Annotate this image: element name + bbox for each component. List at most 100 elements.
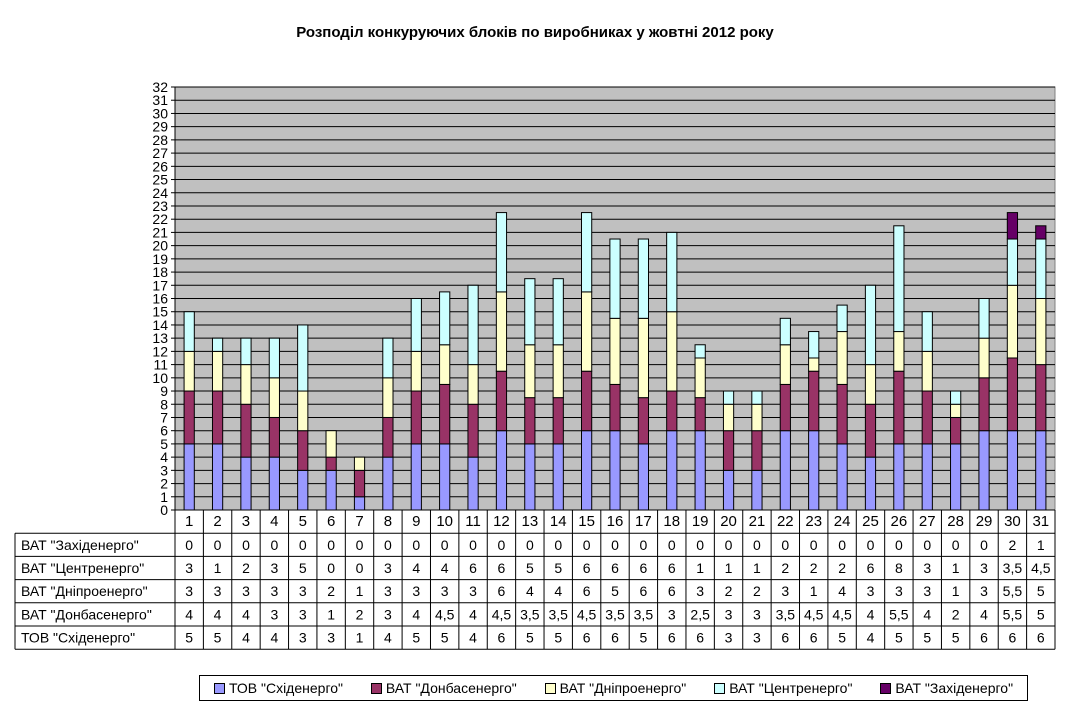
bar-segment	[722, 430, 735, 471]
table-cell: 0	[810, 537, 818, 553]
table-cell: 1	[214, 560, 222, 576]
bar-segment	[722, 390, 735, 405]
table-cell: 6	[696, 630, 704, 646]
bar-segment	[694, 430, 706, 511]
table-cell: 3	[668, 606, 676, 622]
bar-segment	[495, 212, 508, 293]
bar-segment	[666, 311, 678, 392]
table-cell: 0	[952, 537, 960, 553]
table-cell: 5	[611, 583, 619, 599]
table-cell: 3,5	[776, 606, 796, 622]
category-label: 15	[578, 513, 595, 530]
bar-segment	[921, 390, 933, 445]
table-cell: 4	[412, 606, 420, 622]
table-cell: 6	[498, 560, 506, 576]
bar-segment	[439, 344, 451, 385]
bar-segment	[410, 350, 422, 392]
table-cell: 3	[923, 583, 931, 599]
bar-segment	[524, 397, 536, 445]
table-cell: 5	[838, 630, 846, 646]
table-cell: 3	[441, 583, 449, 599]
category-label: 14	[550, 513, 567, 530]
table-cell: 5	[895, 630, 903, 646]
table-cell: 0	[753, 537, 761, 553]
category-label: 1	[185, 513, 193, 530]
table-cell: 3	[412, 583, 420, 599]
table-cell: 3	[242, 583, 250, 599]
table-cell: 0	[668, 537, 676, 553]
y-tick-label: 22	[152, 211, 168, 227]
bar-segment	[637, 397, 649, 445]
table-cell: 3,5	[520, 606, 540, 622]
table-cell: 1	[356, 583, 364, 599]
table-cell: 3	[696, 583, 704, 599]
table-cell: 6	[639, 560, 647, 576]
y-tick-label: 30	[152, 105, 168, 121]
table-cell: 4	[469, 606, 477, 622]
table-cell: 4	[526, 583, 534, 599]
bar-segment	[609, 317, 621, 385]
bar-segment	[637, 238, 649, 319]
bar-segment	[808, 430, 820, 511]
bar-segment	[808, 370, 820, 432]
bar-segment	[779, 317, 791, 346]
category-label: 20	[720, 513, 737, 530]
bar-segment	[297, 390, 309, 432]
table-cell: 2	[356, 606, 364, 622]
table-cell: 0	[725, 537, 733, 553]
table-cell: 0	[554, 537, 562, 553]
bar-segment	[211, 337, 224, 352]
table-cell: 1	[356, 630, 364, 646]
table-row-label: ВАТ "Центренерго"	[21, 560, 144, 576]
bar-segment	[864, 364, 877, 405]
y-tick-label: 11	[153, 357, 168, 373]
y-tick-label: 12	[152, 343, 168, 359]
table-cell: 4	[242, 606, 250, 622]
category-label: 16	[607, 513, 624, 530]
table-cell: 1	[753, 560, 761, 576]
table-cell: 3	[725, 630, 733, 646]
table-cell: 2	[242, 560, 250, 576]
table-cell: 3,5	[548, 606, 568, 622]
table-cell: 3	[270, 560, 278, 576]
table-cell: 5	[554, 630, 562, 646]
bar-segment	[439, 383, 451, 445]
table-cell: 6	[867, 560, 875, 576]
table-cell: 4,5	[492, 606, 512, 622]
table-cell: 0	[242, 537, 250, 553]
bar-segment	[467, 364, 479, 405]
bar-segment	[978, 377, 990, 432]
bar-segment	[382, 337, 394, 379]
category-label: 31	[1032, 513, 1049, 530]
bar-segment	[921, 443, 933, 511]
bar-segment	[921, 350, 933, 392]
bar-segment	[950, 390, 962, 405]
bar-segment	[353, 469, 366, 498]
bar-segment	[325, 456, 337, 471]
y-tick-label: 23	[152, 198, 168, 214]
bar-segment	[410, 390, 422, 445]
bar-segment	[552, 278, 564, 346]
table-cell: 6	[781, 630, 789, 646]
table-cell: 6	[498, 583, 506, 599]
table-cell: 3	[980, 560, 988, 576]
bar-segment	[524, 278, 536, 346]
y-tick-label: 26	[152, 158, 168, 174]
table-cell: 6	[611, 630, 619, 646]
table-cell: 5	[412, 630, 420, 646]
table-cell: 4,5	[1031, 560, 1051, 576]
y-tick-label: 28	[152, 132, 168, 148]
table-cell: 3	[214, 583, 222, 599]
table-cell: 5,5	[889, 606, 909, 622]
y-tick-label: 17	[152, 277, 168, 293]
table-cell: 0	[469, 537, 477, 553]
y-tick-label: 8	[160, 396, 168, 412]
table-cell: 4,5	[804, 606, 824, 622]
category-label: 30	[1004, 513, 1021, 530]
table-cell: 2,5	[690, 606, 710, 622]
bar-segment	[893, 331, 905, 372]
bar-segment	[268, 377, 280, 418]
y-tick-label: 31	[152, 92, 168, 108]
table-cell: 2	[327, 583, 335, 599]
y-tick-label: 13	[152, 330, 168, 346]
